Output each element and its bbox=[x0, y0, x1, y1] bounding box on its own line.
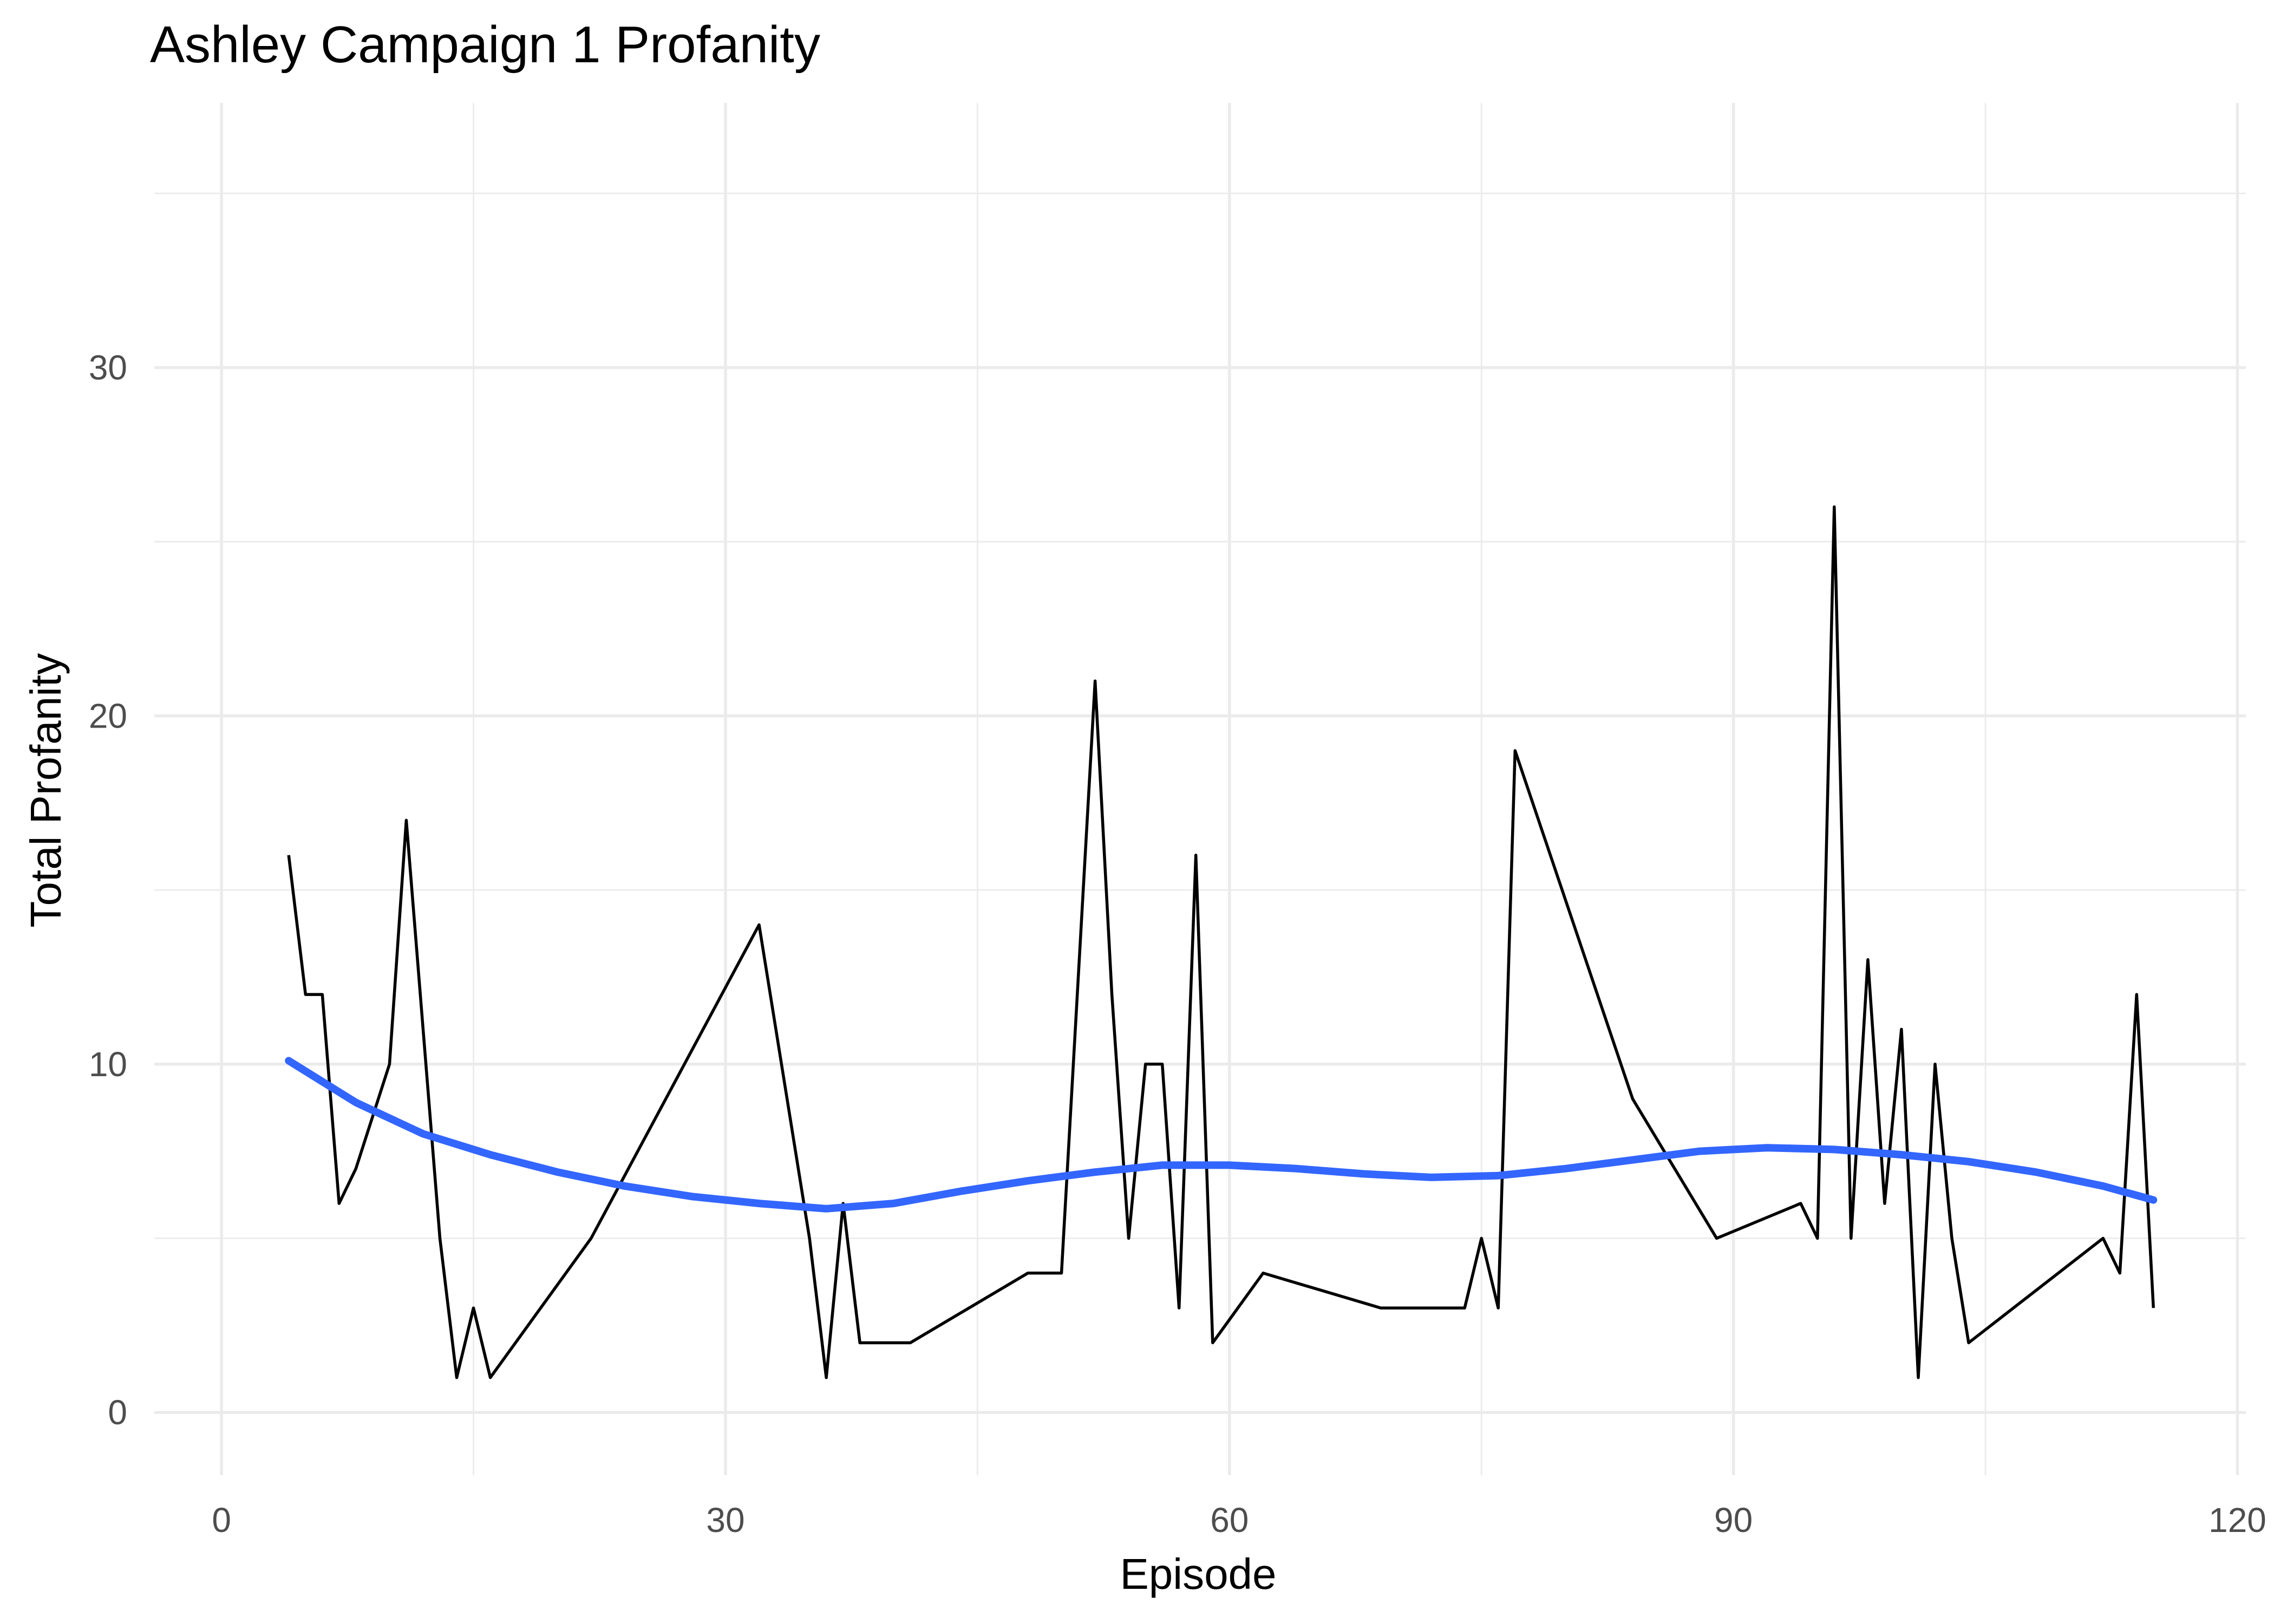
y-tick-label: 20 bbox=[89, 696, 127, 735]
series-layer bbox=[285, 505, 2158, 1379]
chart-title: Ashley Campaign 1 Profanity bbox=[150, 16, 820, 74]
tick-labels: 0 30 60 90 120 0 10 20 30 bbox=[89, 348, 2266, 1540]
y-tick-label: 30 bbox=[89, 348, 127, 387]
x-tick-label: 30 bbox=[706, 1501, 744, 1540]
profanity-series-line bbox=[287, 505, 2155, 1379]
major-gridlines bbox=[154, 103, 2246, 1475]
x-tick-label: 60 bbox=[1210, 1501, 1249, 1540]
trend-series-line bbox=[285, 1057, 2158, 1213]
x-tick-label: 0 bbox=[212, 1501, 231, 1540]
x-axis-title: Episode bbox=[1120, 1550, 1276, 1598]
x-tick-label: 90 bbox=[1714, 1501, 1753, 1540]
y-tick-label: 0 bbox=[108, 1393, 127, 1432]
y-tick-label: 10 bbox=[89, 1045, 127, 1084]
minor-gridlines bbox=[154, 103, 2246, 1475]
y-axis-title: Total Profanity bbox=[22, 653, 70, 928]
x-tick-label: 120 bbox=[2208, 1501, 2266, 1540]
